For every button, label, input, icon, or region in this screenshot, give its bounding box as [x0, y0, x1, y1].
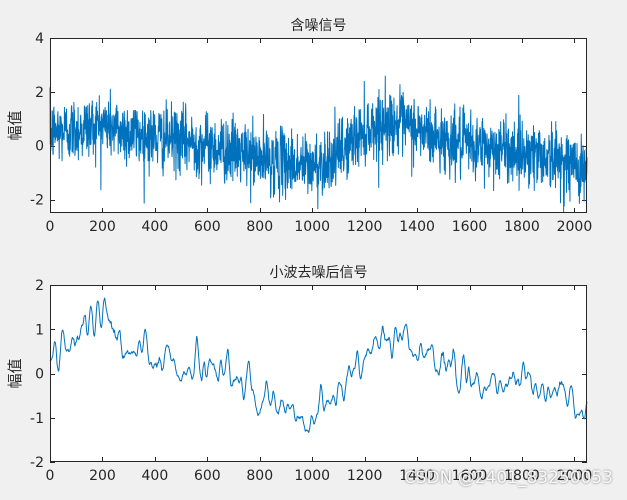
x-tick-label: 1400 — [399, 468, 435, 484]
axes-noisy-signal: 0 200 400 600 800 1000 1200 1400 1600 1800 2000-20… — [6, 18, 592, 235]
y-tick-label: 1 — [35, 322, 44, 338]
x-tick-label: 400 — [142, 219, 169, 235]
x-tick-label: 1000 — [294, 468, 330, 484]
x-tick-label: 1600 — [452, 468, 488, 484]
y-tick-label: 4 — [35, 31, 44, 47]
x-tick-label: 600 — [194, 219, 221, 235]
x-tick-label: 1400 — [399, 219, 435, 235]
plot-area — [50, 285, 587, 462]
x-tick-label: 1800 — [504, 468, 540, 484]
x-tick-label: 400 — [142, 468, 169, 484]
watermark-text: CSDN @2401_83250053 — [403, 468, 613, 488]
axes-box — [50, 38, 587, 213]
x-tick-label: 1200 — [347, 219, 383, 235]
x-tick-label: 2000 — [557, 219, 593, 235]
x-tick-label: 1000 — [294, 219, 330, 235]
y-tick-label: 0 — [35, 367, 44, 383]
y-tick-label: 2 — [35, 85, 44, 101]
x-tick-label: 200 — [89, 219, 116, 235]
y-axis-label: 幅值 — [6, 358, 24, 388]
x-tick-label: 0 — [46, 219, 55, 235]
y-axis-label: 幅值 — [6, 110, 24, 140]
x-tick-label: 2000 — [557, 468, 593, 484]
series-line-noisy — [49, 75, 588, 213]
axes-box — [50, 285, 587, 462]
y-tick-label: -2 — [30, 455, 44, 471]
x-tick-label: 200 — [89, 468, 116, 484]
x-tick-label: 1200 — [347, 468, 383, 484]
y-tick-label: 2 — [35, 278, 44, 294]
series-line-denoised — [49, 297, 588, 433]
x-tick-label: 800 — [246, 468, 273, 484]
x-tick-label: 600 — [194, 468, 221, 484]
y-tick-label: -2 — [30, 193, 44, 209]
axes-denoised-signal: 0 200 400 600 800 1000 1200 1400 1600 1800 2000 -2 -… — [6, 265, 592, 484]
ticks: 0 200 400 600 800 1000 1200 1400 1600 1800 2000 -2 -… — [30, 278, 592, 484]
y-tick-label: 0 — [35, 139, 44, 155]
x-tick-label: 800 — [246, 219, 273, 235]
y-tick-label: -1 — [30, 411, 44, 427]
x-tick-label: 1600 — [452, 219, 488, 235]
x-tick-label: 0 — [46, 468, 55, 484]
axes-title: 小波去噪后信号 — [270, 265, 368, 281]
x-tick-label: 1800 — [504, 219, 540, 235]
ticks: 0 200 400 600 800 1000 1200 1400 1600 1800 2000-20… — [30, 31, 592, 235]
axes-title: 含噪信号 — [291, 18, 347, 34]
